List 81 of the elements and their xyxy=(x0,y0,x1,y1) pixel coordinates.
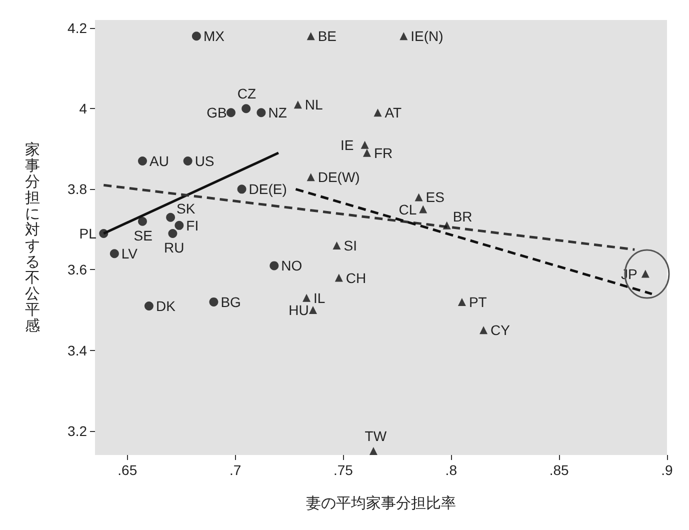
y-tick-label: 4 xyxy=(79,100,88,117)
annotation: DE(W) xyxy=(318,169,360,186)
x-tick-label: .65 xyxy=(118,462,138,478)
annotation: IE xyxy=(340,136,354,153)
annotation: AU xyxy=(149,152,169,169)
point xyxy=(419,205,428,214)
x-tick-label: .9 xyxy=(661,462,674,478)
annotation: MX xyxy=(203,28,226,44)
point xyxy=(369,446,378,455)
annotation: BG xyxy=(220,294,241,310)
y-tick-label: 3.6 xyxy=(68,262,88,278)
point xyxy=(400,32,408,40)
annotation: PT xyxy=(468,294,488,310)
point xyxy=(414,193,423,202)
annotation: CY xyxy=(490,322,511,338)
annotation: CH xyxy=(346,270,366,286)
point xyxy=(183,156,192,166)
annotation: DK xyxy=(156,298,176,314)
point xyxy=(237,184,246,194)
annotation: SE xyxy=(134,227,152,244)
y-tick-label: 3.4 xyxy=(68,342,88,358)
point xyxy=(138,216,147,226)
annotation: NO xyxy=(281,258,302,274)
point xyxy=(306,32,315,40)
point xyxy=(302,294,311,302)
text: 家事分担に対する不公平感 xyxy=(25,140,40,334)
annotation: FR xyxy=(374,144,393,161)
x-axis-title: 妻の平均家事分担比率 xyxy=(306,494,456,512)
point xyxy=(99,228,108,238)
annotation: DE(E) xyxy=(248,181,287,198)
point xyxy=(242,104,251,114)
annotation: NL xyxy=(304,96,324,113)
x-tick-label: .75 xyxy=(333,462,354,478)
annotation: SI xyxy=(344,238,357,254)
annotation: AT xyxy=(384,104,402,121)
annotation: IL xyxy=(314,290,326,306)
y-tick-label: 3.8 xyxy=(68,181,88,198)
annotation: ES xyxy=(426,189,444,206)
annotation: HU xyxy=(288,302,309,318)
point xyxy=(458,298,466,306)
point xyxy=(374,108,382,117)
point xyxy=(174,220,184,230)
y-tick-label: 3.2 xyxy=(68,422,88,439)
point xyxy=(442,221,451,230)
point xyxy=(294,100,302,109)
x-tick-label: .7 xyxy=(229,462,242,478)
y-tick-label: 4.2 xyxy=(68,20,88,36)
annotation: IE(N) xyxy=(410,28,444,44)
point xyxy=(168,228,178,238)
point xyxy=(226,108,236,118)
point xyxy=(306,173,315,182)
point xyxy=(138,156,147,166)
point xyxy=(144,301,154,310)
point xyxy=(209,297,218,306)
point xyxy=(270,261,279,270)
annotation: GB xyxy=(206,104,227,121)
annotation: CZ xyxy=(237,86,257,102)
x-tick-label: .8 xyxy=(445,462,458,478)
point xyxy=(166,212,176,222)
annotation: LV xyxy=(121,246,138,262)
point xyxy=(334,274,343,282)
point xyxy=(110,249,119,258)
annotation: RU xyxy=(164,239,184,256)
point xyxy=(641,270,650,278)
annotation: CL xyxy=(398,201,417,218)
point xyxy=(309,306,318,314)
point xyxy=(360,140,369,149)
x-tick-label: .85 xyxy=(549,462,570,478)
annotation: PL xyxy=(79,225,97,242)
point xyxy=(480,326,488,334)
point xyxy=(332,242,341,250)
point xyxy=(362,148,371,157)
annotation: US xyxy=(194,152,214,169)
point xyxy=(256,108,266,118)
annotation: FI xyxy=(186,217,199,234)
point xyxy=(192,32,201,41)
annotation: BE xyxy=(318,28,337,44)
annotation: SK xyxy=(176,200,196,216)
annotation: NZ xyxy=(268,104,288,121)
annotation: BR xyxy=(452,208,472,224)
annotation: TW xyxy=(364,428,388,444)
